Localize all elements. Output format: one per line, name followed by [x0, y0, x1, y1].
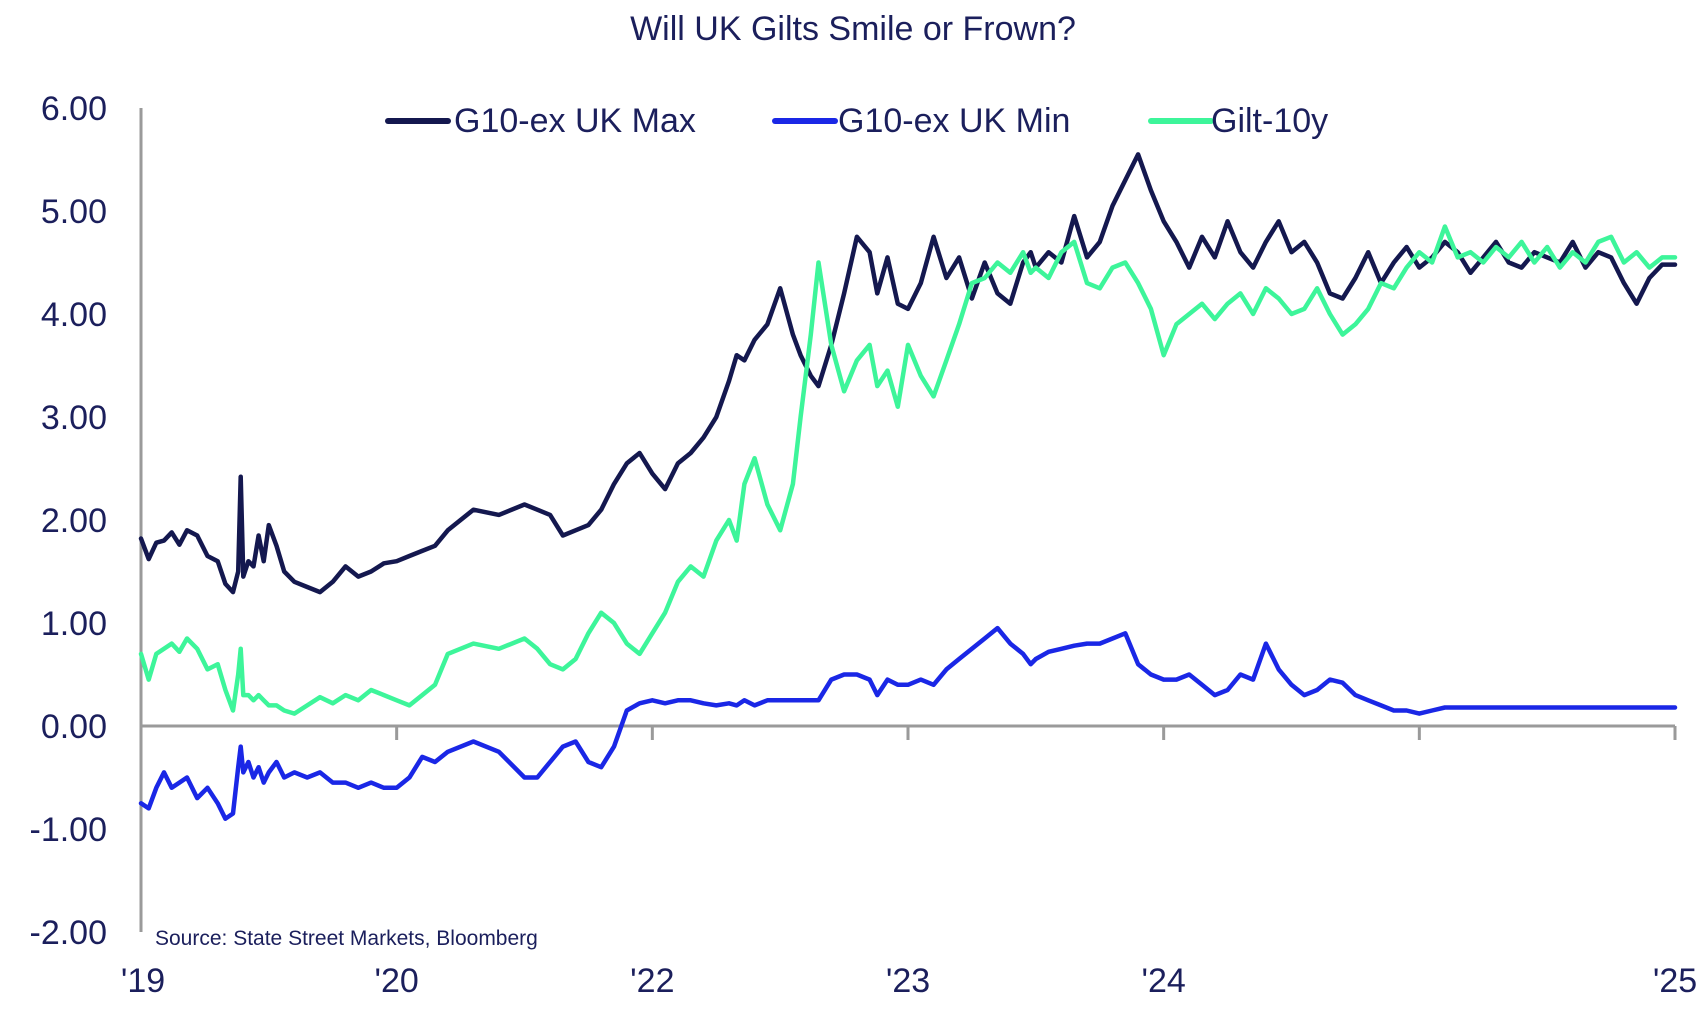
y-tick-label: 5.00	[41, 193, 107, 231]
legend-label: G10-ex UK Max	[454, 102, 696, 140]
x-axis: '19 '20 '22 '23 '24 '25	[121, 724, 1697, 1000]
x-tick-label: '22	[630, 962, 674, 1000]
source-note: Source: State Street Markets, Bloomberg	[155, 927, 538, 950]
legend: G10-ex UK Max G10-ex UK Min Gilt-10y	[385, 102, 1328, 140]
legend-label: Gilt-10y	[1211, 102, 1328, 140]
y-tick-label: 1.00	[41, 605, 107, 643]
chart-title: Will UK Gilts Smile or Frown?	[630, 10, 1076, 48]
series-line-g10-ex-uk-min	[138, 625, 1678, 821]
y-tick-label: -2.00	[30, 914, 108, 952]
series-line-gilt-10y	[138, 224, 1678, 716]
y-axis: -2.00 -1.00 0.00 1.00 2.00 3.00 4.00 5.00 6.00	[30, 90, 143, 952]
legend-label: G10-ex UK Min	[838, 102, 1070, 140]
series-line-g10-ex-uk-max	[138, 152, 1678, 595]
y-tick-label: 4.00	[41, 296, 107, 334]
y-tick-label: 3.00	[41, 399, 107, 437]
x-tick-label: '24	[1142, 962, 1186, 1000]
series-layer	[138, 152, 1678, 821]
y-tick-label: 0.00	[41, 708, 107, 746]
x-tick-label: '19	[121, 962, 165, 1000]
x-tick-label: '23	[886, 962, 930, 1000]
y-tick-label: 6.00	[41, 90, 107, 128]
y-tick-label: -1.00	[30, 811, 108, 849]
x-tick-label: '20	[375, 962, 419, 1000]
x-tick-label: '25	[1653, 962, 1697, 1000]
y-tick-label: 2.00	[41, 502, 107, 540]
